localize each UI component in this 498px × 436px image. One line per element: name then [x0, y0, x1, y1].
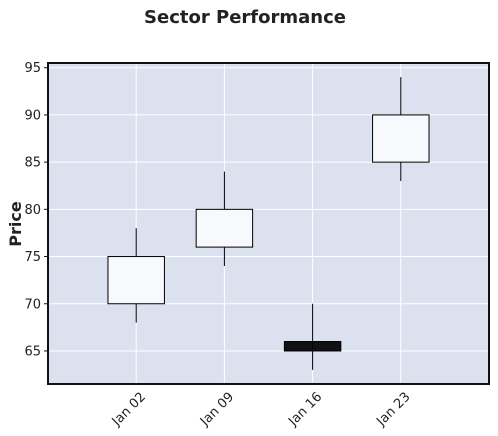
candle	[195, 171, 254, 266]
y-axis-label: Price	[6, 201, 25, 247]
plot-area	[48, 63, 489, 384]
x-tick-label: Jan 02	[109, 390, 149, 430]
y-tick-label: 75	[24, 250, 41, 265]
y-tick-label: 90	[24, 108, 41, 123]
x-tick-label: Jan 16	[285, 390, 325, 430]
candle	[372, 77, 430, 182]
candle-body	[372, 114, 430, 163]
y-tick-label: 85	[24, 156, 41, 171]
x-axis-ticks: Jan 02 Jan 09 Jan 16 Jan 23	[109, 390, 414, 430]
y-tick-label: 80	[24, 203, 41, 218]
chart-title: Sector Performance	[144, 7, 346, 28]
y-axis-ticks: 65 70 75 80 85 90 95	[24, 61, 48, 359]
plot-frame	[47, 62, 490, 385]
y-tick-label: 70	[24, 297, 41, 312]
x-tick-label: Jan 23	[373, 390, 413, 430]
y-tick-label: 95	[24, 61, 41, 76]
candle	[107, 228, 165, 323]
candle-body	[195, 208, 254, 248]
candles	[107, 77, 430, 370]
candle-body	[107, 256, 165, 305]
y-tick-label: 65	[24, 344, 41, 359]
x-tick-label: Jan 09	[197, 390, 237, 430]
candle	[283, 303, 342, 370]
